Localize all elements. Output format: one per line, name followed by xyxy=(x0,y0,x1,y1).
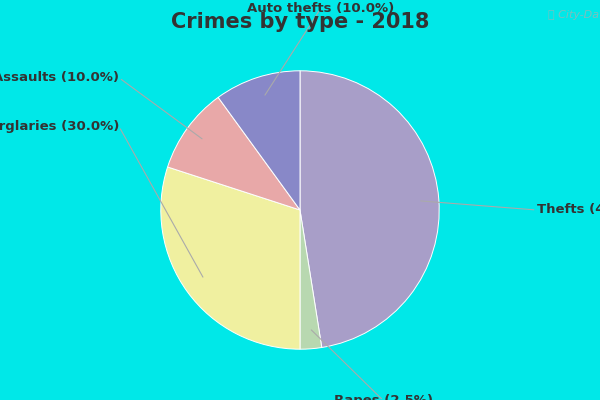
Wedge shape xyxy=(300,71,439,348)
Text: Burglaries (30.0%): Burglaries (30.0%) xyxy=(0,120,119,133)
Text: ⓘ City-Data.com: ⓘ City-Data.com xyxy=(548,10,600,20)
Text: Rapes (2.5%): Rapes (2.5%) xyxy=(334,394,433,400)
Wedge shape xyxy=(218,71,300,210)
Wedge shape xyxy=(300,210,322,349)
Wedge shape xyxy=(161,167,300,349)
Text: Crimes by type - 2018: Crimes by type - 2018 xyxy=(171,12,429,32)
Text: Thefts (47.5%): Thefts (47.5%) xyxy=(536,204,600,216)
Text: Auto thefts (10.0%): Auto thefts (10.0%) xyxy=(247,2,395,15)
Wedge shape xyxy=(167,97,300,210)
Text: Assaults (10.0%): Assaults (10.0%) xyxy=(0,71,119,84)
